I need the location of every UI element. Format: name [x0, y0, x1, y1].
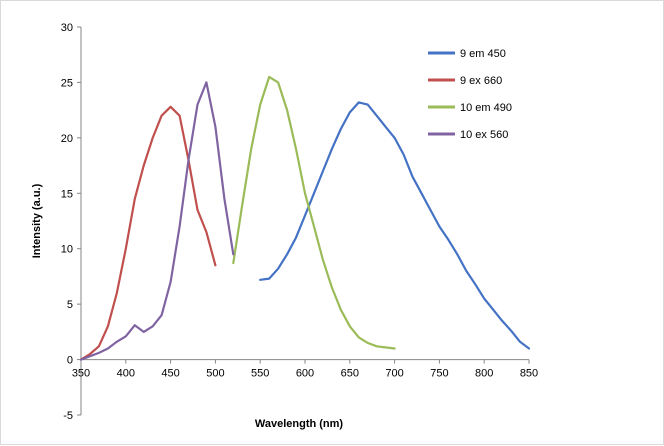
x-tick-label: 750	[430, 368, 448, 380]
y-tick-label: 30	[61, 22, 73, 34]
x-tick-label: 450	[161, 368, 179, 380]
x-tick-label: 800	[475, 368, 493, 380]
series-layer	[79, 75, 531, 361]
legend-label: 9 ex 660	[460, 75, 502, 87]
x-tick-label: 600	[296, 368, 314, 380]
series-line-2	[79, 105, 217, 361]
x-tick-label: 550	[251, 368, 269, 380]
y-tick-label: 15	[61, 188, 73, 200]
y-tick-label: 0	[67, 355, 73, 367]
y-tick-label: 10	[61, 244, 73, 256]
y-axis-title: Intensity (a.u.)	[31, 183, 43, 258]
x-tick-label: 500	[206, 368, 224, 380]
series-line-1	[259, 101, 531, 350]
x-tick-label: 850	[520, 368, 538, 380]
x-tick-label: 350	[72, 368, 90, 380]
x-axis-title: Wavelength (nm)	[255, 418, 344, 430]
legend: 9 em 450 9 ex 660 10 em 490 10 ex 560	[428, 48, 512, 141]
series-line-3	[232, 75, 396, 350]
y-tick-label: 5	[67, 299, 73, 311]
x-axis-ticks: 350 400 450 500 550 600 650 700 750 800 850	[72, 359, 538, 380]
series-line-4	[79, 81, 235, 361]
legend-label: 10 ex 560	[460, 129, 508, 141]
legend-label: 10 em 490	[460, 102, 512, 114]
x-tick-label: 700	[385, 368, 403, 380]
x-tick-label: 650	[341, 368, 359, 380]
y-tick-label: 25	[61, 77, 73, 89]
y-tick-label: -5	[63, 410, 73, 422]
y-axis-ticks: -5 0 5 10 15 20 25 30	[61, 22, 81, 422]
x-tick-label: 400	[117, 368, 135, 380]
y-tick-label: 20	[61, 133, 73, 145]
legend-label: 9 em 450	[460, 48, 506, 60]
